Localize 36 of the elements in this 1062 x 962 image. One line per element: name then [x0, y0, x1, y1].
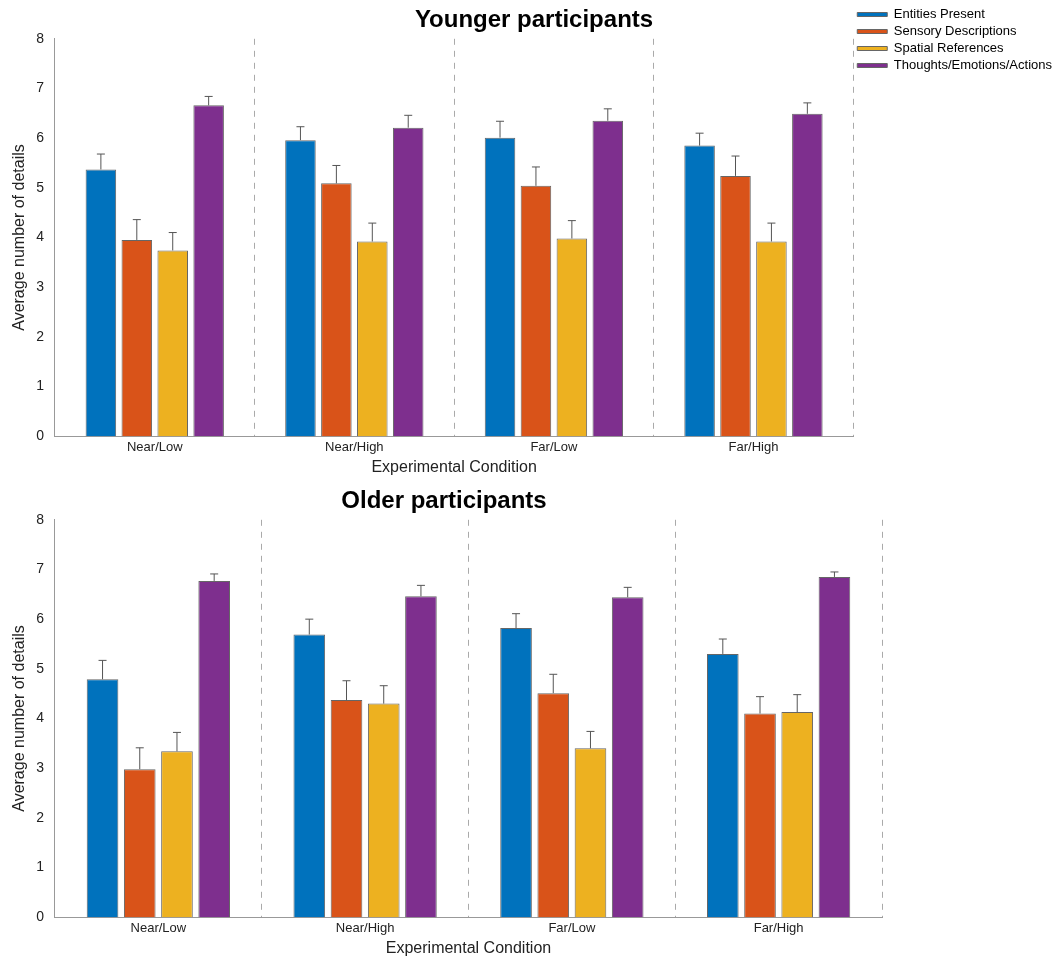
y-tick-label: 2: [36, 327, 45, 344]
y-tick-label: 3: [36, 278, 45, 295]
x-axis-title: Experimental Condition: [385, 938, 552, 956]
y-tick-label: 6: [36, 129, 45, 146]
y-tick-label: 5: [36, 659, 45, 676]
y-tick-label: 0: [36, 427, 45, 444]
x-tick-label: Near/High: [335, 919, 395, 935]
y-tick-label: 1: [36, 858, 45, 875]
x-axis-title: Experimental Condition: [371, 457, 537, 475]
x-tick-label: Far/Low: [548, 919, 596, 935]
y-tick-label: 8: [36, 29, 45, 46]
chart-title: Older participants: [341, 486, 547, 514]
legend-label: Spatial References: [893, 40, 1005, 56]
legend-label: Thoughts/Emotions/Actions: [893, 57, 1053, 73]
y-tick-label: 2: [36, 808, 45, 825]
y-tick-label: 6: [36, 610, 45, 627]
x-tick-label: Far/Low: [530, 438, 578, 454]
y-tick-label: 5: [36, 178, 45, 195]
y-tick-label: 8: [36, 510, 45, 527]
legend-label: Entities Present: [893, 6, 986, 22]
chart-title: Younger participants: [414, 5, 654, 33]
y-tick-label: 4: [36, 228, 45, 245]
x-tick-label: Far/High: [728, 438, 779, 454]
x-tick-label: Near/Low: [130, 919, 187, 935]
y-tick-label: 1: [36, 377, 45, 394]
y-tick-label: 3: [36, 759, 45, 776]
y-tick-label: 0: [36, 908, 45, 925]
y-axis-title: Average number of details: [10, 625, 28, 812]
x-tick-label: Near/High: [325, 438, 384, 454]
legend-label: Sensory Descriptions: [893, 23, 1018, 39]
y-axis-title: Average number of details: [10, 144, 28, 331]
x-tick-label: Far/High: [753, 919, 804, 935]
y-tick-label: 4: [36, 709, 45, 726]
y-tick-label: 7: [36, 79, 45, 96]
x-tick-label: Near/Low: [126, 438, 184, 454]
y-tick-label: 7: [36, 560, 45, 577]
